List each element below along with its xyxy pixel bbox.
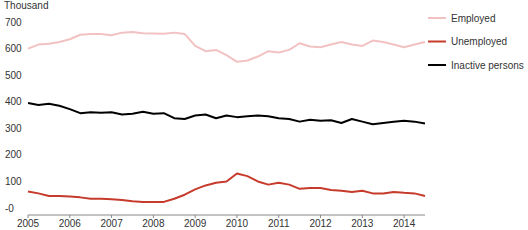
x-tick-label: 2014 — [393, 218, 416, 229]
x-tick-label: 2013 — [351, 218, 374, 229]
y-tick-label: 100 — [5, 176, 22, 187]
x-tick-label: 2009 — [184, 218, 207, 229]
series-line — [28, 103, 425, 124]
legend-swatch — [428, 17, 446, 19]
chart: Thousand -0 100 200 300 400 500 600 700 2005 2006 2… — [0, 0, 528, 230]
y-tick-label: -0 — [5, 203, 14, 214]
x-tick-label: 2005 — [17, 218, 40, 229]
y-axis-label: Thousand — [4, 0, 48, 11]
plot-lines — [28, 32, 425, 202]
x-tick-label: 2008 — [142, 218, 165, 229]
legend-swatch — [428, 41, 446, 43]
legend-label: Unemployed — [451, 36, 507, 47]
x-tick-label: 2012 — [309, 218, 332, 229]
x-tick-label: 2007 — [100, 218, 123, 229]
legend-label: Inactive persons — [451, 60, 524, 71]
y-tick-label: 500 — [5, 70, 22, 81]
y-tick-label: 200 — [5, 149, 22, 160]
x-tick-label: 2010 — [226, 218, 249, 229]
y-tick-label: 700 — [5, 17, 22, 28]
series-line — [28, 173, 425, 201]
legend-label: Employed — [451, 13, 495, 24]
legend-swatch — [428, 64, 446, 66]
x-tick-label: 2011 — [268, 218, 290, 229]
series-line — [28, 32, 425, 62]
y-tick-label: 600 — [5, 43, 22, 54]
y-tick-label: 300 — [5, 123, 22, 134]
y-tick-label: 400 — [5, 96, 22, 107]
x-axis — [28, 215, 425, 216]
x-tick-label: 2006 — [59, 218, 82, 229]
